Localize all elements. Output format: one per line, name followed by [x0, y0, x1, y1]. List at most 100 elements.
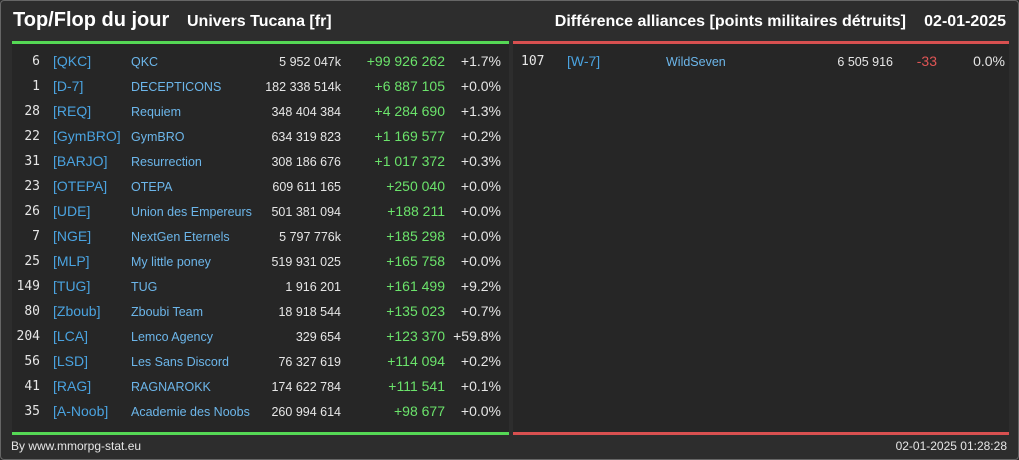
rank-number: 204: [16, 329, 40, 344]
points-diff: +161 499: [386, 278, 445, 294]
rank-number: 1: [32, 79, 40, 94]
percent-change: +0.7%: [460, 303, 501, 319]
rank-number: 56: [24, 354, 40, 369]
percent-change: +0.0%: [460, 253, 501, 269]
points-diff: +98 677: [394, 403, 445, 419]
top-row: 23 [OTEPA] OTEPA 609 611 165 +250 040 +0.0%: [12, 174, 509, 199]
percent-change: +0.0%: [460, 403, 501, 419]
points-diff: +123 370: [386, 328, 445, 344]
top-row: 31 [BARJO] Resurrection 308 186 676 +1 017 3…: [12, 149, 509, 174]
rank-number: 23: [24, 179, 40, 194]
alliance-name: RAGNAROKK: [131, 380, 211, 394]
header: Top/Flop du jour Univers Tucana [fr] Dif…: [13, 9, 1006, 37]
flop-panel: 107 [W-7] WildSeven 6 505 916 -33 0.0%: [513, 41, 1009, 435]
page-title: Top/Flop du jour: [13, 9, 170, 31]
points-diff: +99 926 262: [366, 53, 445, 69]
top-panel: 6 [QKC] QKC 5 952 047k +99 926 262 +1.7% 1 [D-7…: [12, 41, 509, 435]
rank-number: 22: [24, 129, 40, 144]
rank-number: 80: [24, 304, 40, 319]
points-diff: +1 169 577: [374, 128, 445, 144]
ranking-title: Différence alliances [points militaires …: [554, 13, 906, 30]
top-row: 41 [RAG] RAGNAROKK 174 622 784 +111 541 +0.1%: [12, 374, 509, 399]
generated-timestamp: 02-01-2025 01:28:28: [895, 439, 1007, 453]
percent-change: +0.0%: [460, 228, 501, 244]
rank-number: 31: [24, 154, 40, 169]
alliance-tag: [W-7]: [567, 53, 601, 69]
alliance-tag: [LSD]: [53, 353, 89, 369]
top-row: 26 [UDE] Union des Empereurs 501 381 094 +18…: [12, 199, 509, 224]
alliance-tag: [OTEPA]: [53, 178, 108, 194]
alliance-points: 519 931 025: [271, 255, 341, 269]
alliance-tag: [REQ]: [53, 103, 92, 119]
alliance-tag: [MLP]: [53, 253, 90, 269]
percent-change: 0.0%: [973, 53, 1005, 69]
top-row: 6 [QKC] QKC 5 952 047k +99 926 262 +1.7%: [12, 49, 509, 74]
site-credit: By www.mmorpg-stat.eu: [11, 439, 142, 453]
points-diff: +111 541: [388, 378, 445, 394]
rank-number: 107: [521, 54, 545, 69]
points-diff: +135 023: [386, 303, 445, 319]
percent-change: +9.2%: [460, 278, 501, 294]
alliance-tag: [BARJO]: [53, 153, 108, 169]
percent-change: +1.3%: [460, 103, 501, 119]
alliance-name: NextGen Eternels: [131, 230, 230, 244]
alliance-points: 6 505 916: [837, 55, 893, 69]
alliance-points: 1 916 201: [285, 280, 341, 294]
alliance-points: 501 381 094: [271, 205, 341, 219]
alliance-name: WildSeven: [666, 55, 726, 69]
alliance-name: TUG: [131, 280, 158, 294]
top-row: 25 [MLP] My little poney 519 931 025 +165 75…: [12, 249, 509, 274]
points-diff: -33: [916, 53, 937, 69]
alliance-name: Resurrection: [131, 155, 202, 169]
alliance-points: 18 918 544: [278, 305, 341, 319]
alliance-points: 76 327 619: [278, 355, 341, 369]
points-diff: +4 284 690: [374, 103, 445, 119]
percent-change: +0.2%: [460, 128, 501, 144]
top-row: 80 [Zboub] Zboubi Team 18 918 544 +135 023 +0…: [12, 299, 509, 324]
alliance-tag: [A-Noob]: [53, 403, 109, 419]
alliance-tag: [QKC]: [53, 53, 92, 69]
points-diff: +188 211: [387, 203, 445, 219]
alliance-tag: [LCA]: [53, 328, 89, 344]
rank-number: 35: [24, 404, 40, 419]
rank-number: 41: [24, 379, 40, 394]
top-row: 7 [NGE] NextGen Eternels 5 797 776k +185 298…: [12, 224, 509, 249]
points-diff: +165 758: [386, 253, 445, 269]
alliance-name: Requiem: [131, 105, 182, 119]
alliance-points: 329 654: [295, 330, 341, 344]
rank-number: 26: [24, 204, 40, 219]
alliance-points: 5 952 047k: [279, 55, 341, 69]
rank-number: 25: [24, 254, 40, 269]
top-row: 28 [REQ] Requiem 348 404 384 +4 284 690 +1.3%: [12, 99, 509, 124]
percent-change: +0.3%: [460, 153, 501, 169]
percent-change: +0.1%: [460, 378, 501, 394]
rank-number: 28: [24, 104, 40, 119]
percent-change: +1.7%: [460, 53, 501, 69]
points-diff: +185 298: [386, 228, 445, 244]
alliance-tag: [Zboub]: [53, 303, 101, 319]
flop-row: 107 [W-7] WildSeven 6 505 916 -33 0.0%: [513, 49, 1009, 74]
points-diff: +1 017 372: [374, 153, 445, 169]
alliance-points: 634 319 823: [271, 130, 341, 144]
points-diff: +6 887 105: [374, 78, 445, 94]
percent-change: +0.0%: [460, 78, 501, 94]
rank-number: 6: [32, 54, 40, 69]
alliance-points: 174 622 784: [271, 380, 341, 394]
alliance-points: 308 186 676: [271, 155, 341, 169]
alliance-points: 5 797 776k: [279, 230, 341, 244]
alliance-points: 260 994 614: [271, 405, 341, 419]
alliance-name: Lemco Agency: [131, 330, 213, 344]
percent-change: +0.0%: [460, 203, 501, 219]
top-row: 56 [LSD] Les Sans Discord 76 327 619 +114 09…: [12, 349, 509, 374]
alliance-name: My little poney: [131, 255, 211, 269]
top-row: 22 [GymBRO] GymBRO 634 319 823 +1 169 577 +0.…: [12, 124, 509, 149]
alliance-tag: [TUG]: [53, 278, 91, 294]
top-row: 149 [TUG] TUG 1 916 201 +161 499 +9.2%: [12, 274, 509, 299]
alliance-name: GymBRO: [131, 130, 185, 144]
points-diff: +250 040: [386, 178, 445, 194]
alliance-name: DECEPTICONS: [131, 80, 222, 94]
alliance-name: Zboubi Team: [131, 305, 204, 319]
top-row: 1 [D-7] DECEPTICONS 182 338 514k +6 887 105 +…: [12, 74, 509, 99]
alliance-name: Les Sans Discord: [131, 355, 229, 369]
